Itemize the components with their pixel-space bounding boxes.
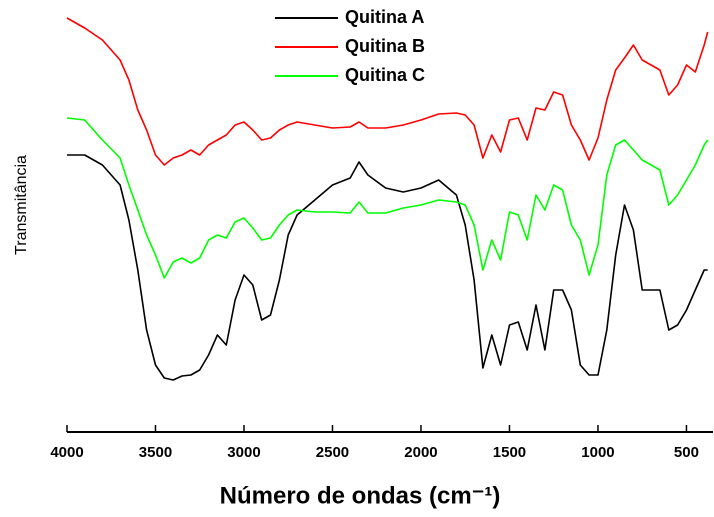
legend-label: Quitina A	[345, 7, 424, 27]
x-tick-label: 1500	[493, 444, 526, 461]
legend-label: Quitina C	[345, 65, 425, 85]
y-axis-label: Transmitância	[13, 155, 30, 255]
x-tick-label: 2000	[404, 444, 437, 461]
x-axis-label: Número de ondas (cm⁻¹)	[220, 482, 501, 509]
legend-label: Quitina B	[345, 36, 425, 56]
line-series	[67, 154, 708, 381]
line-series	[66, 117, 709, 279]
x-tick-label: 2500	[316, 444, 349, 461]
x-tick-label: 4000	[50, 444, 83, 461]
line-series	[66, 17, 709, 166]
x-tick-label: 1000	[581, 444, 614, 461]
x-tick-label: 3500	[139, 444, 172, 461]
x-tick-label: 3000	[227, 444, 260, 461]
x-tick-label: 500	[674, 444, 699, 461]
